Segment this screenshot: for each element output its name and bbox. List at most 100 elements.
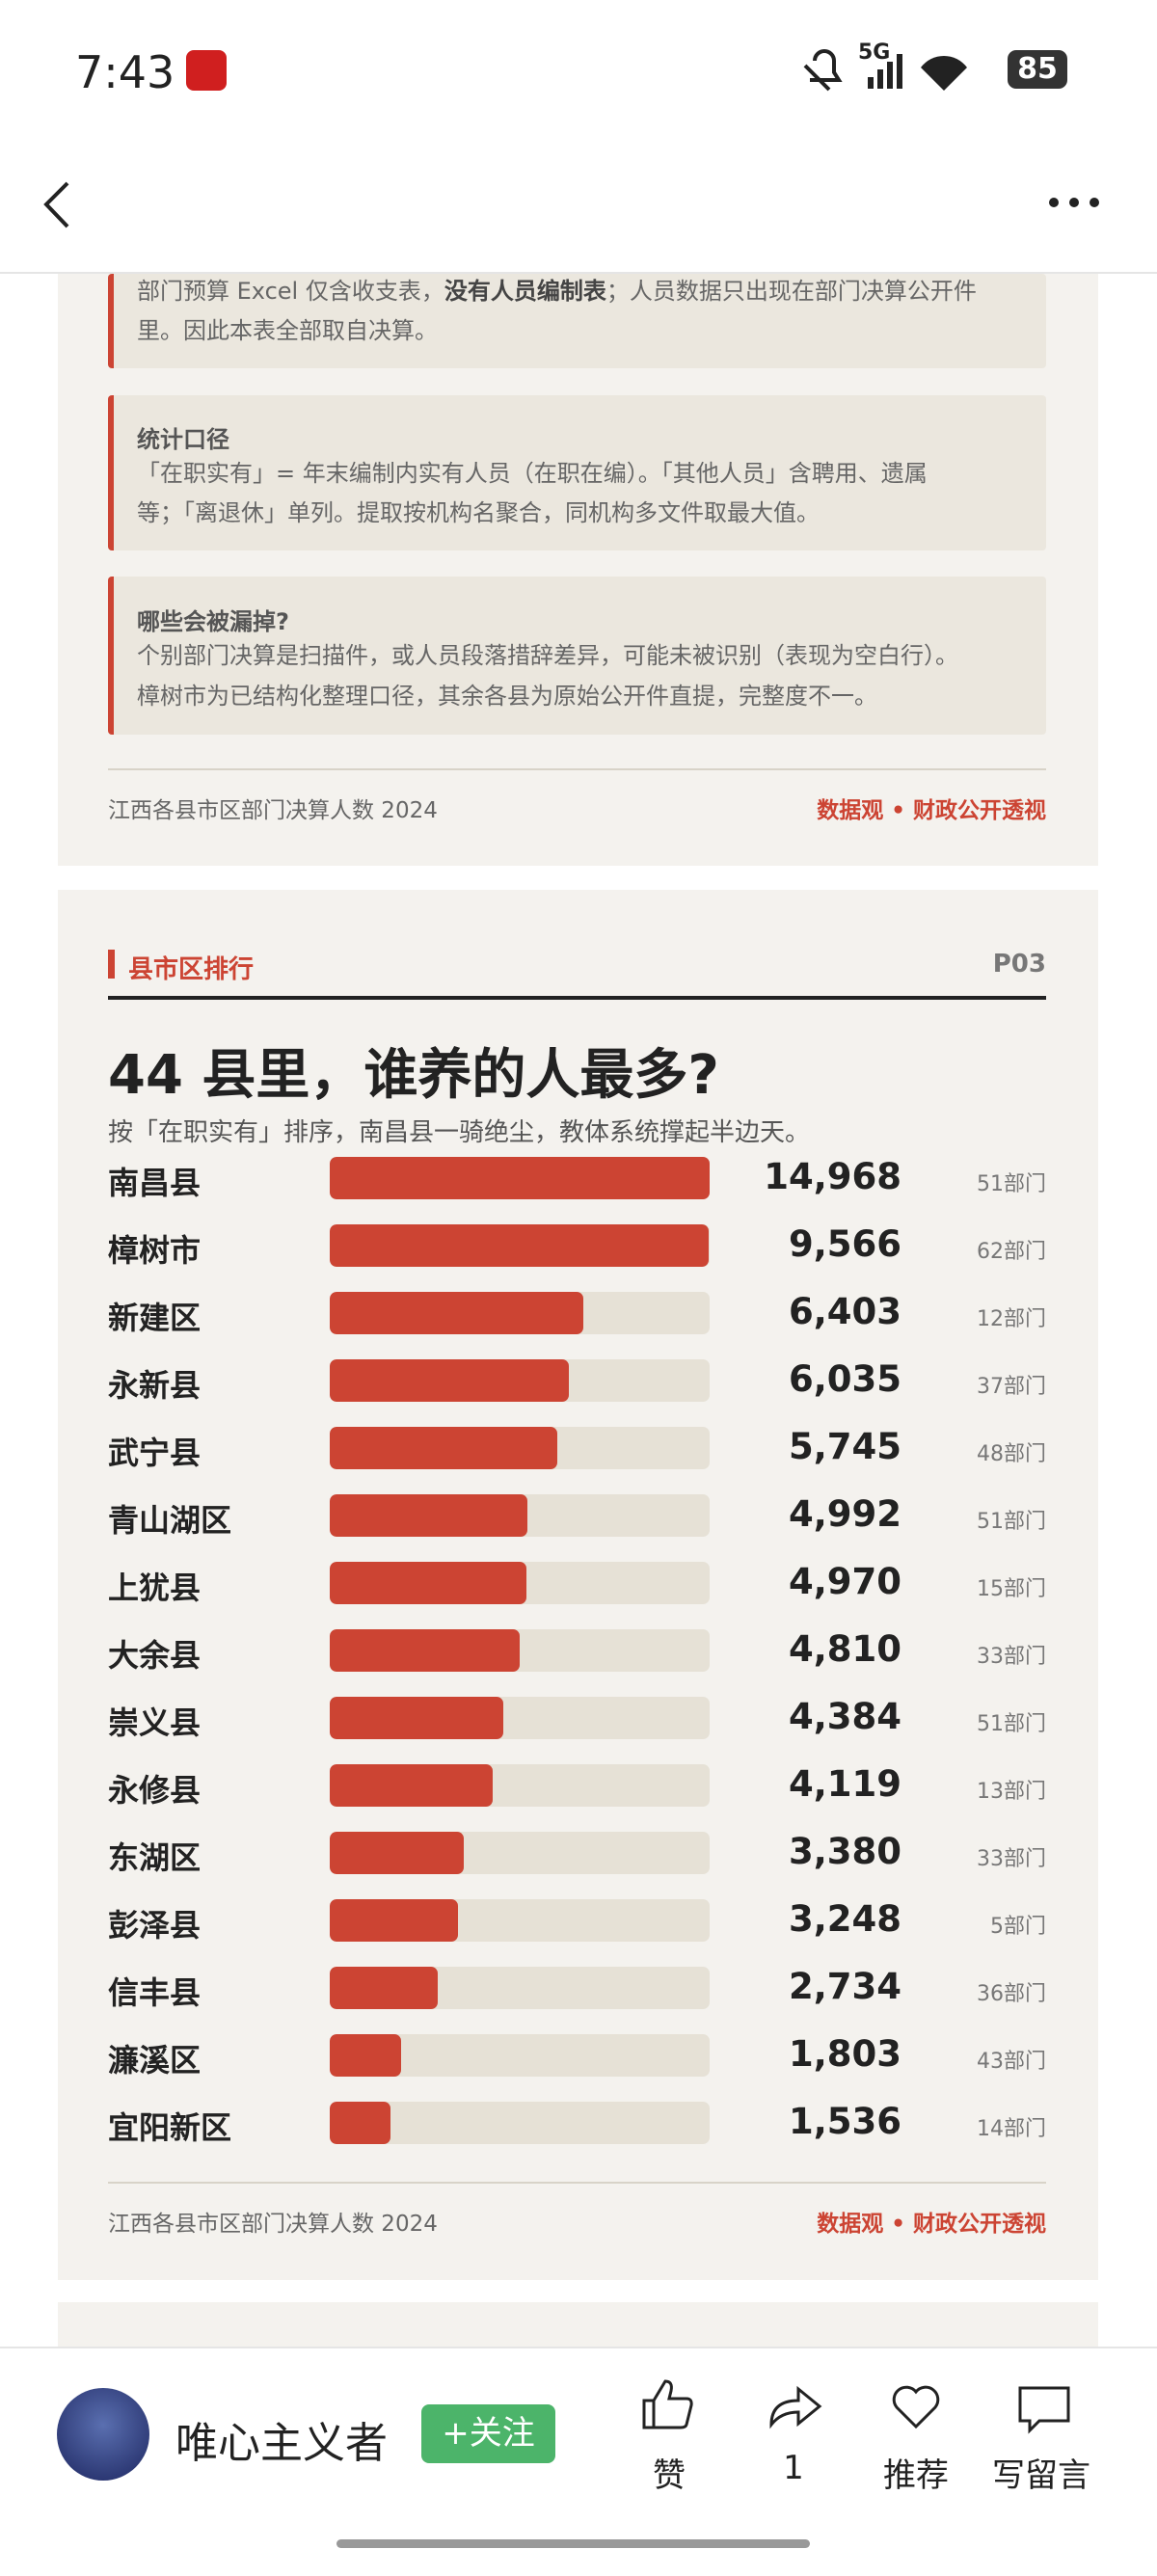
note-line: 樟树市为已结构化整理口径，其余各县为原始公开件直提，完整度不一。 bbox=[137, 683, 877, 710]
bar-track bbox=[330, 1359, 710, 1402]
bar-track bbox=[330, 1764, 710, 1807]
value-label: 6,035 bbox=[788, 1358, 901, 1400]
row-name: 武宁县 bbox=[108, 1435, 202, 1471]
status-time: 7:43 bbox=[75, 46, 175, 98]
value-label: 5,745 bbox=[788, 1426, 901, 1467]
home-indicator bbox=[336, 2539, 810, 2548]
value-label: 14,968 bbox=[764, 1156, 901, 1197]
footer-source: 江西各县市区部门决算人数 2024 bbox=[108, 2212, 438, 2237]
note-line: 部门预算 Excel 仅含收支表，没有人员编制表；人员数据只出现在部门决算公开件 bbox=[137, 272, 977, 311]
note-title: 哪些会被漏掉? bbox=[137, 608, 289, 635]
divider bbox=[108, 768, 1046, 770]
next-card bbox=[58, 2302, 1098, 2347]
bar bbox=[330, 1764, 494, 1807]
page-label: P03 bbox=[992, 950, 1046, 979]
section-marker bbox=[108, 950, 115, 979]
bar bbox=[330, 1427, 557, 1469]
dept-label: 37部门 bbox=[977, 1375, 1046, 1399]
row-name: 永修县 bbox=[108, 1772, 202, 1809]
bar bbox=[330, 2034, 401, 2077]
dept-label: 51部门 bbox=[977, 1712, 1046, 1736]
footer-brand: 数据观 • 财政公开透视 bbox=[817, 2212, 1046, 2237]
bar bbox=[330, 1224, 709, 1267]
bar bbox=[330, 1494, 527, 1537]
row-name: 樟树市 bbox=[108, 1232, 202, 1269]
bar-track bbox=[330, 1292, 710, 1334]
value-label: 4,384 bbox=[788, 1696, 901, 1737]
action-label[interactable]: 写留言 bbox=[992, 2456, 1090, 2495]
dept-label: 51部门 bbox=[977, 1172, 1046, 1196]
note bbox=[108, 274, 1046, 368]
dept-label: 36部门 bbox=[977, 1982, 1046, 2006]
ranking-subtitle: 按「在职实有」排序，南昌县一骑绝尘，教体系统撑起半边天。 bbox=[108, 1118, 811, 1147]
dept-label: 43部门 bbox=[977, 2050, 1046, 2074]
bar bbox=[330, 1967, 439, 2009]
bar bbox=[330, 1562, 526, 1604]
more-button[interactable] bbox=[1046, 193, 1104, 212]
bar-track bbox=[330, 1224, 710, 1267]
dept-label: 13部门 bbox=[977, 1780, 1046, 1804]
dept-label: 12部门 bbox=[977, 1307, 1046, 1331]
row-name: 信丰县 bbox=[108, 1974, 202, 2011]
bar-track bbox=[330, 2034, 710, 2077]
bar-track bbox=[330, 1562, 710, 1604]
bar-track bbox=[330, 1697, 710, 1739]
row-name: 南昌县 bbox=[108, 1165, 202, 1201]
footer-source: 江西各县市区部门决算人数 2024 bbox=[108, 798, 438, 823]
note-line: 「在职实有」= 年末编制内实有人员（在职在编）。「其他人员」含聘用、遗属 bbox=[137, 460, 928, 487]
bar-track bbox=[330, 1494, 710, 1537]
action-label[interactable]: 1 bbox=[783, 2449, 804, 2487]
author-name[interactable]: 唯心主义者 bbox=[175, 2419, 388, 2468]
row-name: 新建区 bbox=[108, 1300, 202, 1336]
text-bold: 没有人员编制表 bbox=[444, 278, 606, 305]
notes-card bbox=[58, 274, 1098, 866]
dept-label: 14部门 bbox=[977, 2117, 1046, 2141]
bar-track bbox=[330, 1832, 710, 1874]
note-line: 等；「离退休」单列。提取按机构名聚合，同机构多文件取最大值。 bbox=[137, 499, 820, 526]
action-label[interactable]: 赞 bbox=[653, 2456, 686, 2495]
row-name: 永新县 bbox=[108, 1367, 202, 1404]
action-label[interactable]: 推荐 bbox=[883, 2456, 949, 2495]
bar bbox=[330, 1629, 521, 1672]
divider bbox=[108, 996, 1046, 1000]
value-label: 4,119 bbox=[788, 1763, 901, 1805]
dept-label: 5部门 bbox=[990, 1915, 1046, 1939]
status-icons bbox=[803, 49, 967, 92]
back-button[interactable] bbox=[39, 178, 77, 231]
bar-track bbox=[330, 2102, 710, 2144]
bar bbox=[330, 1697, 503, 1739]
divider bbox=[108, 2182, 1046, 2184]
note bbox=[108, 577, 1046, 735]
divider bbox=[0, 272, 1157, 274]
dept-label: 51部门 bbox=[977, 1510, 1046, 1534]
row-name: 彭泽县 bbox=[108, 1907, 202, 1944]
note bbox=[108, 395, 1046, 550]
bar-track bbox=[330, 1157, 710, 1199]
text: ；人员数据只出现在部门决算公开件 bbox=[605, 278, 977, 305]
value-label: 9,566 bbox=[788, 1223, 901, 1265]
row-name: 崇义县 bbox=[108, 1704, 202, 1741]
bar-track bbox=[330, 1629, 710, 1672]
dept-label: 48部门 bbox=[977, 1442, 1046, 1466]
bar bbox=[330, 1832, 464, 1874]
bar-track bbox=[330, 1899, 710, 1942]
dept-label: 33部门 bbox=[977, 1645, 1046, 1669]
row-name: 濂溪区 bbox=[108, 2042, 202, 2079]
avatar[interactable] bbox=[57, 2388, 149, 2481]
bottom-bar bbox=[0, 2347, 1157, 2576]
bar bbox=[330, 1359, 569, 1402]
row-name: 大余县 bbox=[108, 1637, 202, 1674]
dept-label: 62部门 bbox=[977, 1240, 1046, 1264]
battery: 85 bbox=[1008, 50, 1067, 89]
value-label: 3,380 bbox=[788, 1831, 901, 1872]
value-label: 2,734 bbox=[788, 1966, 901, 2007]
bar bbox=[330, 2102, 391, 2144]
value-label: 4,992 bbox=[788, 1493, 901, 1535]
bar-track bbox=[330, 1427, 710, 1469]
row-name: 青山湖区 bbox=[108, 1502, 232, 1539]
value-label: 1,803 bbox=[788, 2033, 901, 2075]
value-label: 1,536 bbox=[788, 2101, 901, 2142]
follow-button[interactable]: +关注 bbox=[421, 2404, 555, 2463]
footer-brand: 数据观 • 财政公开透视 bbox=[817, 798, 1046, 823]
